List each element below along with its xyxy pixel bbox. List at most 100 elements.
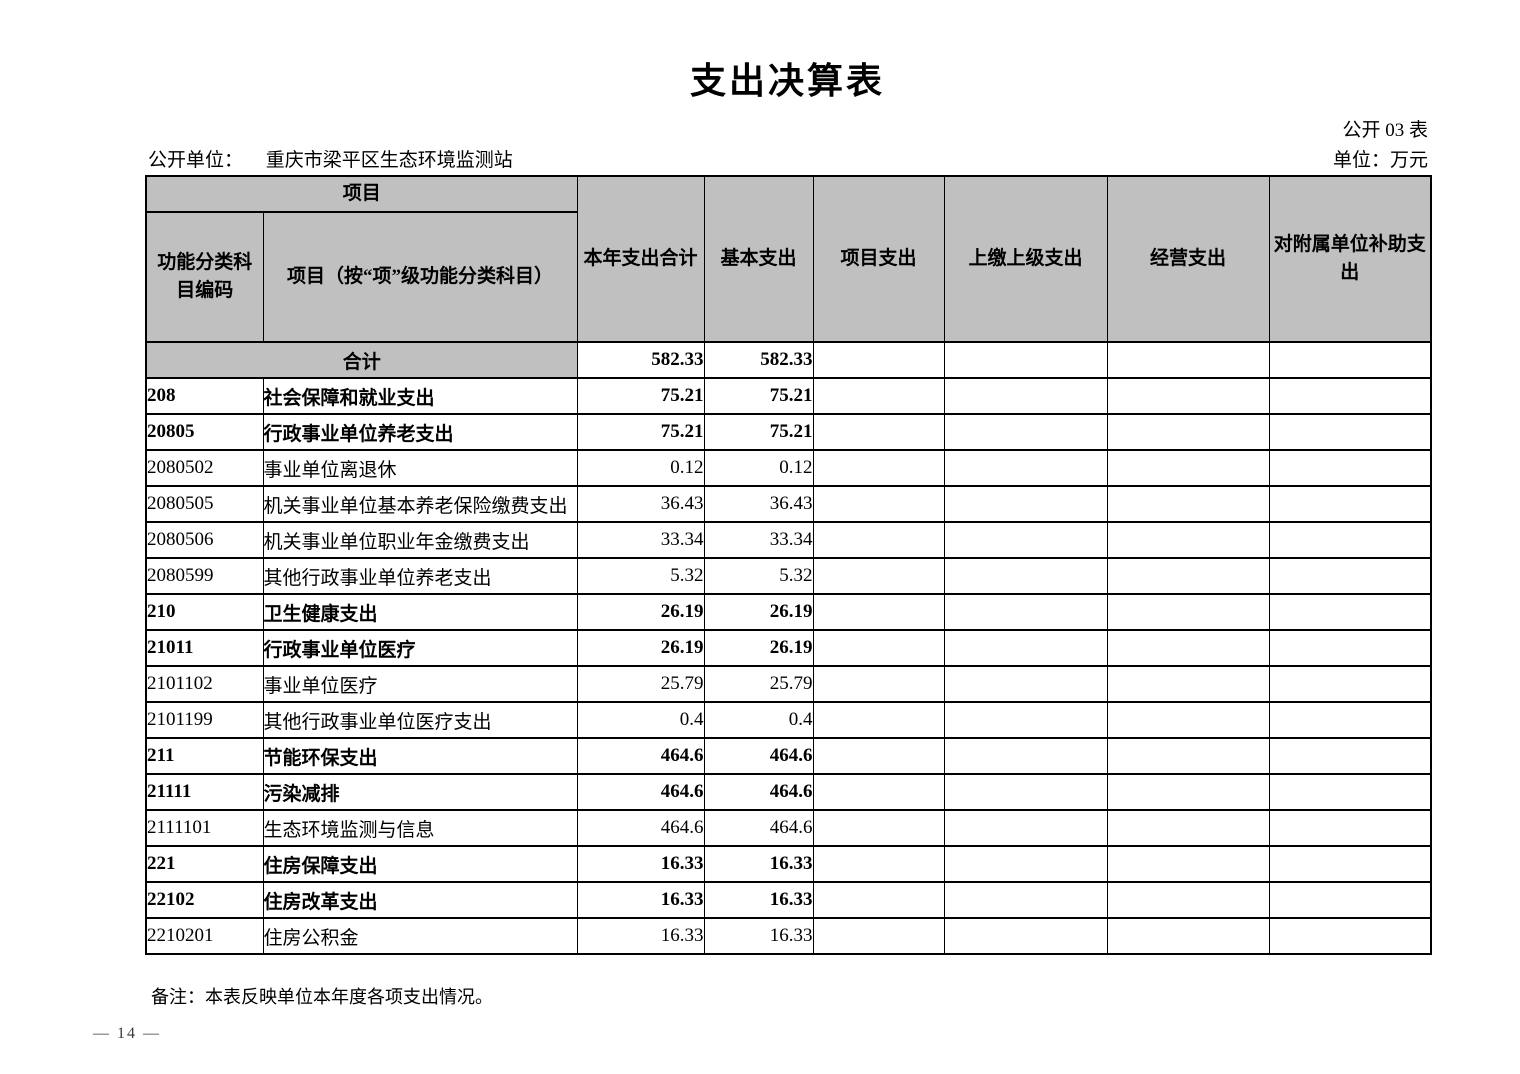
row-project	[812, 917, 945, 955]
row-code: 2111101	[145, 809, 264, 847]
row-project	[812, 557, 945, 595]
row-total: 26.19	[576, 593, 705, 631]
row-total: 75.21	[576, 377, 705, 415]
row-upper	[943, 449, 1108, 487]
row-operating	[1106, 557, 1270, 595]
header-code: 功能分类科目编码	[145, 211, 264, 343]
page-title: 支出决算表	[689, 61, 885, 101]
row-code: 2101102	[145, 665, 264, 703]
row-code: 22102	[145, 881, 264, 919]
expenditure-table: 项目 本年支出合计 基本支出 项目支出 上缴上级支出 经营支出 对附属单位补助支…	[145, 175, 1433, 955]
row-subsidy	[1268, 665, 1432, 703]
table-row: 2111101 生态环境监测与信息 464.6 464.6	[145, 809, 1432, 847]
row-total: 0.4	[576, 701, 705, 739]
table-row: 208 社会保障和就业支出 75.21 75.21	[145, 377, 1432, 415]
row-subsidy	[1268, 917, 1432, 955]
row-subsidy	[1268, 737, 1432, 775]
publishing-unit-label: 公开单位：	[148, 150, 244, 171]
row-code: 208	[145, 377, 264, 415]
row-total: 464.6	[576, 773, 705, 811]
row-upper	[943, 809, 1108, 847]
row-project	[812, 593, 945, 631]
row-item: 其他行政事业单位养老支出	[262, 557, 578, 595]
header-project-group: 项目	[145, 175, 578, 213]
row-basic: 0.4	[703, 701, 814, 739]
row-total: 75.21	[576, 413, 705, 451]
table-row: 2080599 其他行政事业单位养老支出 5.32 5.32	[145, 557, 1432, 595]
row-upper	[943, 917, 1108, 955]
row-total: 25.79	[576, 665, 705, 703]
row-subsidy	[1268, 521, 1432, 559]
row-subsidy	[1268, 629, 1432, 667]
row-upper	[943, 629, 1108, 667]
row-code: 21111	[145, 773, 264, 811]
publishing-unit-name: 重庆市梁平区生态环境监测站	[265, 150, 513, 171]
row-upper	[943, 737, 1108, 775]
row-subsidy	[1268, 377, 1432, 415]
row-total: 36.43	[576, 485, 705, 523]
row-basic: 33.34	[703, 521, 814, 559]
row-project	[812, 845, 945, 883]
row-item: 节能环保支出	[262, 737, 578, 775]
row-code: 21011	[145, 629, 264, 667]
publishing-unit: 公开单位： 重庆市梁平区生态环境监测站	[148, 145, 513, 172]
row-basic: 0.12	[703, 449, 814, 487]
row-operating	[1106, 917, 1270, 955]
row-item: 事业单位医疗	[262, 665, 578, 703]
page-number: — 14 —	[93, 1025, 161, 1042]
row-total: 33.34	[576, 521, 705, 559]
table-code-label: 公开 03 表	[1342, 120, 1428, 141]
row-project	[812, 737, 945, 775]
row-item: 机关事业单位基本养老保险缴费支出	[262, 485, 578, 523]
table-row: 210 卫生健康支出 26.19 26.19	[145, 593, 1432, 631]
table-row: 211 节能环保支出 464.6 464.6	[145, 737, 1432, 775]
row-total: 5.32	[576, 557, 705, 595]
row-subsidy	[1268, 773, 1432, 811]
row-code: 211	[145, 737, 264, 775]
row-basic: 75.21	[703, 413, 814, 451]
row-basic: 26.19	[703, 593, 814, 631]
row-code: 2080502	[145, 449, 264, 487]
row-subsidy	[1268, 557, 1432, 595]
table-body: 合计 582.33 582.33 208 社会保障和就业支出 75.21 75.…	[145, 341, 1432, 955]
row-operating	[1106, 701, 1270, 739]
header-item: 项目（按“项”级功能分类科目）	[262, 211, 578, 343]
table-row: 2101102 事业单位医疗 25.79 25.79	[145, 665, 1432, 703]
row-subsidy	[1268, 881, 1432, 919]
row-item: 其他行政事业单位医疗支出	[262, 701, 578, 739]
row-item: 社会保障和就业支出	[262, 377, 578, 415]
row-upper	[943, 377, 1108, 415]
row-code: 210	[145, 593, 264, 631]
row-basic: 16.33	[703, 917, 814, 955]
row-code: 2080599	[145, 557, 264, 595]
table-row: 21011 行政事业单位医疗 26.19 26.19	[145, 629, 1432, 667]
row-total: 464.6	[576, 737, 705, 775]
row-project	[812, 881, 945, 919]
row-upper	[943, 665, 1108, 703]
row-operating	[1106, 629, 1270, 667]
row-basic: 464.6	[703, 773, 814, 811]
row-upper	[943, 521, 1108, 559]
row-item: 住房改革支出	[262, 881, 578, 919]
row-code: 2080506	[145, 521, 264, 559]
table-row: 2080506 机关事业单位职业年金缴费支出 33.34 33.34	[145, 521, 1432, 559]
total-row-total: 582.33	[576, 341, 705, 379]
row-item: 住房保障支出	[262, 845, 578, 883]
total-row-subsidy	[1268, 341, 1432, 379]
row-item: 住房公积金	[262, 917, 578, 955]
header-project: 项目支出	[812, 175, 945, 343]
row-project	[812, 773, 945, 811]
row-subsidy	[1268, 809, 1432, 847]
header-upper: 上缴上级支出	[943, 175, 1108, 343]
row-upper	[943, 773, 1108, 811]
row-operating	[1106, 809, 1270, 847]
row-project	[812, 701, 945, 739]
row-total: 16.33	[576, 881, 705, 919]
row-project	[812, 449, 945, 487]
currency-unit-label: 单位：万元	[1332, 150, 1428, 171]
row-project	[812, 629, 945, 667]
header-total: 本年支出合计	[576, 175, 705, 343]
row-subsidy	[1268, 701, 1432, 739]
row-operating	[1106, 845, 1270, 883]
row-item: 污染减排	[262, 773, 578, 811]
